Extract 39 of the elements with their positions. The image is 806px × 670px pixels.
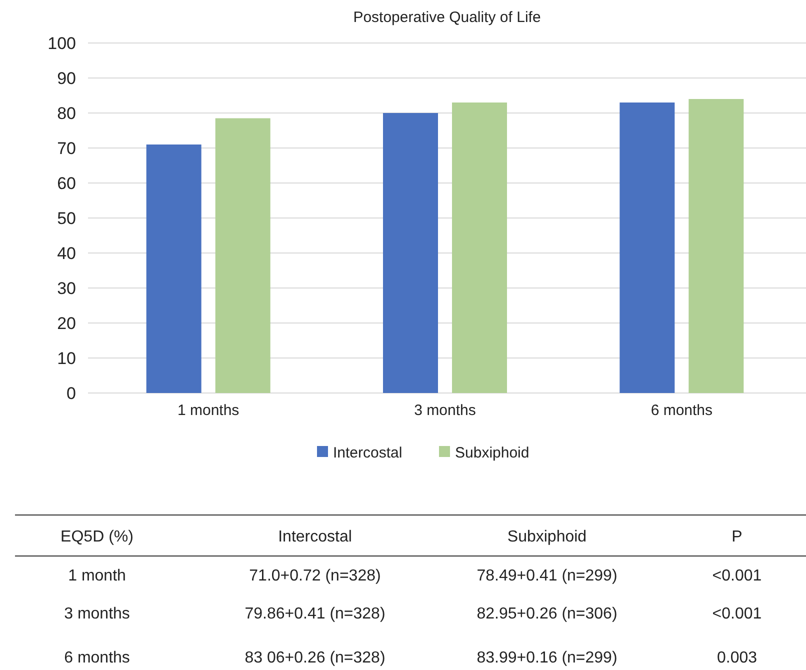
bar xyxy=(146,144,202,393)
y-tick-label: 40 xyxy=(57,244,76,263)
text: 79.86+0.41 (n=328) xyxy=(244,606,386,623)
bar xyxy=(688,99,744,393)
y-tick-label: 50 xyxy=(57,208,76,228)
text: Subxiphoid xyxy=(507,528,587,546)
bar xyxy=(620,102,675,393)
y-tick-label: 80 xyxy=(57,104,76,123)
text: Intercostal xyxy=(278,528,352,546)
x-tick-label: 1 months xyxy=(177,402,240,419)
text: 1 month xyxy=(68,568,126,585)
chart-title: Postoperative Quality of Life xyxy=(353,9,541,26)
text: P xyxy=(732,528,742,546)
y-tick-label: 60 xyxy=(57,174,76,193)
bar xyxy=(452,102,507,393)
text: 83.99+0.16 (n=299) xyxy=(476,650,618,667)
text: <0.001 xyxy=(712,606,762,623)
x-tick-label: 3 months xyxy=(414,402,476,419)
legend-label: Subxiphoid xyxy=(455,444,530,462)
text: 71.0+0.72 (n=328) xyxy=(249,568,381,585)
text: 6 months xyxy=(64,650,130,667)
y-tick-label: 0 xyxy=(66,384,76,403)
x-tick-label: 6 months xyxy=(650,402,713,419)
y-tick-label: 20 xyxy=(57,314,76,333)
text: EQ5D (%) xyxy=(60,528,134,546)
y-tick-label: 10 xyxy=(57,348,76,368)
y-tick-label: 70 xyxy=(57,138,76,158)
text: 0.003 xyxy=(716,650,758,667)
text: 3 months xyxy=(64,606,130,623)
text: 78.49+0.41 (n=299) xyxy=(476,568,618,585)
text: 82.95+0.26 (n=306) xyxy=(476,606,618,623)
text: <0.001 xyxy=(712,568,762,585)
y-tick-label: 100 xyxy=(48,34,76,53)
y-tick-label: 90 xyxy=(57,68,76,88)
y-tick-label: 30 xyxy=(57,278,76,298)
bar xyxy=(215,118,270,393)
text: 83 06+0.26 (n=328) xyxy=(244,650,386,667)
legend-label: Intercostal xyxy=(333,444,402,462)
bar xyxy=(383,113,438,393)
